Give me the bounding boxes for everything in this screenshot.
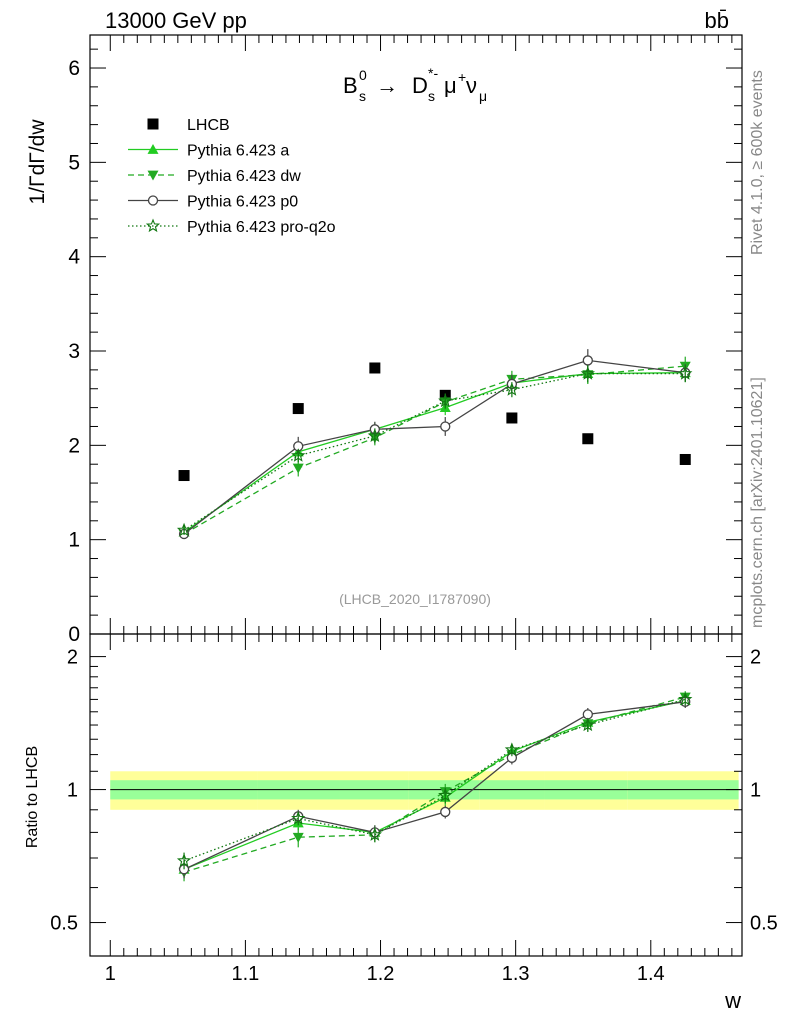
series-line <box>183 359 686 535</box>
legend-marker <box>147 195 159 206</box>
ratio-frame <box>89 633 743 957</box>
series-point <box>438 393 453 408</box>
series-point <box>678 366 693 380</box>
ratio-point <box>504 742 520 756</box>
series-point <box>582 355 593 366</box>
legend-marker <box>147 118 159 130</box>
b-meson-sub: s <box>359 88 366 104</box>
ratio-point <box>440 806 451 818</box>
legend-entry: Pythia 6.423 p0 <box>128 194 298 211</box>
x-tick-label: 1.1 <box>231 963 259 985</box>
lhcb-point <box>679 453 691 465</box>
series-line <box>183 372 686 531</box>
neutrino: ν <box>466 73 477 98</box>
legend-entry: Pythia 6.423 a <box>128 143 289 160</box>
x-tick-label: 1.2 <box>367 963 395 985</box>
analysis-label: (LHCB_2020_I1787090) <box>339 591 491 607</box>
lhcb-point <box>506 412 518 424</box>
series-point <box>504 382 520 396</box>
y-tick-label: 5 <box>68 151 80 174</box>
legend-label: Pythia 6.423 dw <box>187 168 301 185</box>
decay-arrow: → <box>370 73 404 98</box>
ratio-bands <box>110 771 742 810</box>
ratio-series <box>176 691 693 882</box>
y-tick-label: 6 <box>68 57 80 80</box>
main-series <box>176 349 693 540</box>
ratio-tick-label-right: 1 <box>750 780 761 802</box>
ratio-tick-label-right: 0.5 <box>750 913 778 935</box>
ratio-ticks: 1 1.1 1.2 1.3 1.4 0.5 0.5 1 1 2 2 <box>50 634 778 985</box>
ratio-point <box>176 853 192 867</box>
lhcb-point <box>369 362 381 374</box>
ratio-tick-label: 1 <box>67 780 78 802</box>
legend-marker <box>145 218 161 233</box>
main-ticks: 0 1 2 3 4 5 6 <box>68 35 742 646</box>
series-line <box>183 372 686 533</box>
main-ylabel: 1/ΓdΓ/dw <box>26 119 49 205</box>
series-point <box>292 463 304 474</box>
process-label: bb̄ <box>705 8 729 33</box>
x-tick-label: 1 <box>105 963 116 985</box>
ratio-point <box>291 811 306 825</box>
legend-label: Pythia 6.423 a <box>187 143 289 160</box>
legend-entry: Pythia 6.423 pro-q2o <box>128 218 336 236</box>
y-tick-label: 3 <box>68 340 80 363</box>
series-line <box>183 365 686 535</box>
legend-label: Pythia 6.423 pro-q2o <box>187 219 336 236</box>
legend-entry: LHCB <box>147 117 230 134</box>
x-tick-label: 1.4 <box>637 963 665 985</box>
d-meson-sup: *- <box>428 65 438 81</box>
neutrino-sub: μ <box>479 88 487 104</box>
y-tick-label: 1 <box>68 529 80 552</box>
legend-marker <box>147 170 159 181</box>
ratio-point <box>582 709 593 720</box>
legend-label: Pythia 6.423 p0 <box>187 194 298 211</box>
ratio-point <box>438 787 453 802</box>
series-point <box>367 428 382 442</box>
ratio-point <box>367 827 382 841</box>
legend-marker <box>147 144 159 154</box>
x-tick-label: 1.3 <box>502 963 530 985</box>
ratio-tick-label: 0.5 <box>50 913 78 935</box>
energy-label: 13000 GeV pp <box>105 8 247 33</box>
y-tick-label: 2 <box>68 434 80 457</box>
muon-sup: + <box>458 69 466 85</box>
rivet-label: Rivet 4.1.0, ≥ 600k events <box>749 70 766 255</box>
b-meson: B <box>343 73 358 98</box>
d-meson: D <box>412 73 428 98</box>
series-point <box>291 448 306 462</box>
y-tick-label: 0 <box>68 623 80 646</box>
legend-label: LHCB <box>187 117 230 134</box>
ratio-point <box>678 691 693 706</box>
ratio-tick-label: 2 <box>67 647 78 669</box>
lhcb-point <box>292 403 304 415</box>
muon: μ <box>444 73 457 98</box>
b-meson-sup: 0 <box>359 67 367 83</box>
ratio-ylabel: Ratio to LHCB <box>24 746 41 848</box>
source-label: mcplots.cern.ch [arXiv:2401.10621] <box>749 377 766 628</box>
lhcb-point <box>178 470 190 482</box>
legend-entry: Pythia 6.423 dw <box>128 168 301 185</box>
y-tick-label: 4 <box>68 246 80 269</box>
ratio-point <box>292 832 304 843</box>
lhcb-point <box>582 433 594 445</box>
process-title: B 0 s → D *- s μ + ν μ <box>343 65 487 104</box>
series-point <box>176 522 192 537</box>
series-point <box>580 366 595 380</box>
ratio-point <box>580 717 595 732</box>
ratio-tick-label-right: 2 <box>750 647 761 669</box>
series-point <box>440 421 451 432</box>
d-meson-sub: s <box>428 88 435 104</box>
legend: LHCB Pythia 6.423 a Pythia 6.423 dw Pythia … <box>128 117 336 236</box>
x-axis-label: w <box>724 988 741 1013</box>
